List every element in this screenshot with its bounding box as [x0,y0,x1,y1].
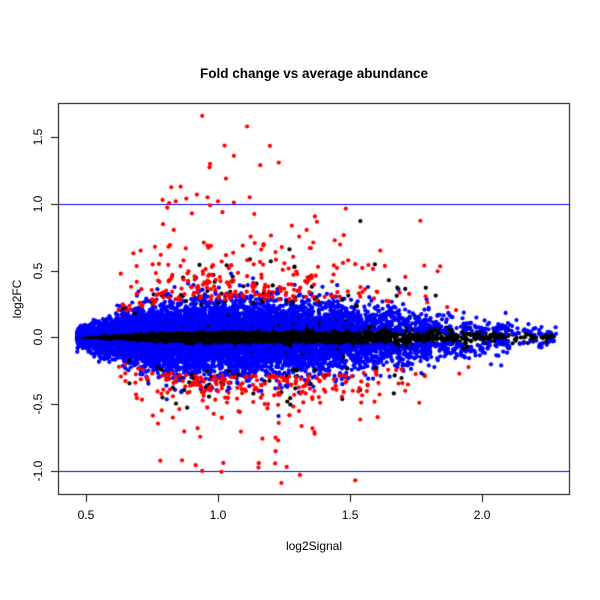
y-tick-label: 0.0 [31,329,45,346]
y-tick-label: 1.0 [31,195,45,213]
y-tick-label: 1.5 [31,128,45,146]
y-tick-label: -0.5 [31,393,45,415]
x-tick-label: 0.5 [77,508,95,522]
y-tick-label: -1.0 [31,460,45,482]
x-axis-label: log2Signal [285,539,343,553]
x-tick-label: 1.5 [341,508,359,522]
x-tick-label: 2.0 [473,508,491,522]
y-axis-label: log2FC [10,279,24,319]
chart-title: Fold change vs average abundance [199,66,429,81]
x-tick-label: 1.0 [209,508,227,522]
y-tick-label: 0.5 [31,262,45,280]
